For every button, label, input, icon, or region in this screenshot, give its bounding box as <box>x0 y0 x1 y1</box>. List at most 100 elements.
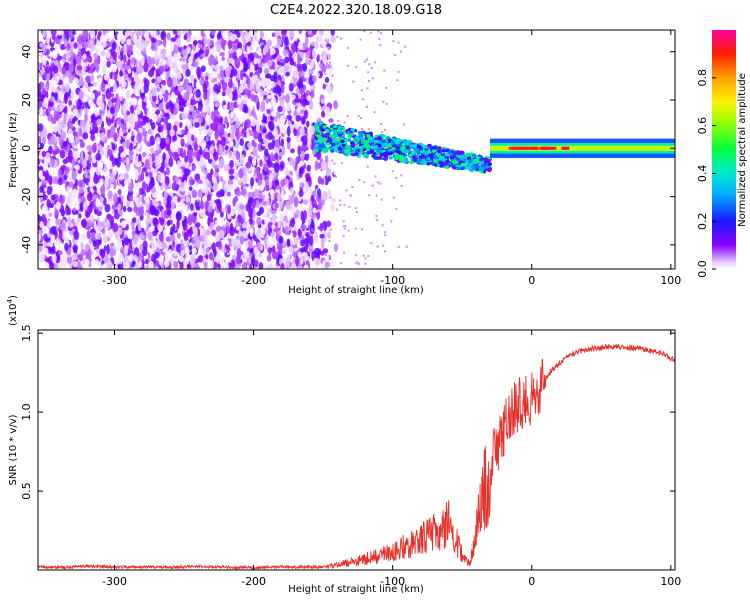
heatmap-cell <box>57 30 62 36</box>
heatmap-cell <box>118 209 123 217</box>
heatmap-cell <box>256 216 262 226</box>
heatmap-cell <box>320 238 325 249</box>
heatmap-cell <box>300 210 304 222</box>
heatmap-cell <box>239 204 245 211</box>
heatmap-cell <box>50 157 55 168</box>
heatmap-cell <box>249 81 255 91</box>
heatmap-cell <box>306 233 311 243</box>
heatmap-cell <box>213 164 219 171</box>
heatmap-cell <box>367 255 370 258</box>
heatmap-cell <box>274 152 279 161</box>
heatmap-cell <box>57 118 63 129</box>
heatmap-cell <box>355 210 358 213</box>
heatmap-cell <box>106 213 112 220</box>
heatmap-cell <box>95 153 102 161</box>
heatmap-cell <box>180 138 185 147</box>
heatmap-cell <box>262 63 268 68</box>
heatmap-cell <box>116 240 122 251</box>
heatmap-cell <box>142 152 147 157</box>
heatmap-cell <box>175 211 182 222</box>
heatmap-cell <box>88 239 92 245</box>
heatmap-cell <box>176 74 183 79</box>
heatmap-cell <box>285 226 289 236</box>
heatmap-cell <box>325 167 332 178</box>
heatmap-cell <box>38 243 42 254</box>
heatmap-cell <box>166 76 173 88</box>
heatmap-cell <box>145 104 150 110</box>
heatmap-cell <box>325 63 332 70</box>
heatmap-cell <box>313 238 319 244</box>
heatmap-cell <box>194 169 199 175</box>
heatmap-cell <box>213 59 217 66</box>
heatmap-cell <box>156 172 162 182</box>
heatmap-cell <box>396 79 399 82</box>
heatmap-cell <box>133 195 139 203</box>
heatmap-cell <box>111 156 116 168</box>
heatmap-cell <box>181 64 187 70</box>
heatmap-cell <box>380 122 383 125</box>
heatmap-cell <box>248 196 254 204</box>
heatmap-cell <box>99 178 104 183</box>
heatmap-cell <box>79 80 85 86</box>
heatmap-cell <box>118 85 122 92</box>
heatmap-cell <box>219 52 225 57</box>
heatmap-cell <box>93 174 99 184</box>
heatmap-cell <box>81 218 87 228</box>
heatmap-cell <box>196 205 200 211</box>
heatmap-cell <box>218 145 224 155</box>
heatmap-cell <box>120 118 125 125</box>
heatmap-cell <box>188 104 195 112</box>
heatmap-cell <box>145 217 151 226</box>
heatmap-cell <box>346 46 349 49</box>
heatmap-cell <box>175 163 180 175</box>
heatmap-cell <box>347 229 350 232</box>
heatmap-cell <box>194 121 200 128</box>
heatmap-cell <box>69 122 74 130</box>
heatmap-cell <box>146 108 152 117</box>
heatmap-cell <box>135 89 140 96</box>
heatmap-cell <box>111 41 117 51</box>
heatmap-cell <box>364 257 367 260</box>
heatmap-cell <box>250 176 255 187</box>
heatmap-cell <box>144 158 150 169</box>
heatmap-cell <box>285 200 292 211</box>
heatmap-cell <box>227 136 232 142</box>
heatmap-cell <box>285 178 289 187</box>
heatmap-cell <box>189 74 195 83</box>
heatmap-cell <box>106 117 112 127</box>
heatmap-cell <box>71 117 76 125</box>
heatmap-cell <box>150 37 157 43</box>
heatmap-cell <box>271 32 276 38</box>
heatmap-cell <box>46 72 51 82</box>
heatmap-cell <box>137 142 141 150</box>
heatmap-cell <box>266 255 272 262</box>
heatmap-cell <box>289 30 295 38</box>
heatmap-cell <box>354 207 357 210</box>
heatmap-cell <box>180 129 185 134</box>
heatmap-cell <box>237 217 244 224</box>
heatmap-cell <box>105 219 111 230</box>
heatmap-cell <box>244 88 250 96</box>
heatmap-cell <box>216 191 222 198</box>
heatmap-cell <box>384 128 387 131</box>
heatmap-cell <box>331 197 337 203</box>
heatmap-cell <box>42 135 46 145</box>
heatmap-cell <box>252 52 259 60</box>
heatmap-cell <box>144 199 151 205</box>
heatmap-cell <box>241 128 246 135</box>
heatmap-cell <box>327 46 330 49</box>
heatmap-cell <box>112 248 116 257</box>
heatmap-cell <box>245 118 251 129</box>
heatmap-cell <box>163 92 168 103</box>
heatmap-cell <box>40 81 45 90</box>
heatmap-cell <box>111 204 117 210</box>
heatmap-cell <box>261 90 268 96</box>
heatmap-cell <box>205 247 210 254</box>
heatmap-cell <box>39 94 45 99</box>
heatmap-cell <box>358 179 361 182</box>
heatmap-cell <box>194 265 201 269</box>
heatmap-cell <box>110 172 116 183</box>
heatmap-cell <box>339 203 342 206</box>
heatmap-cell <box>278 235 284 244</box>
